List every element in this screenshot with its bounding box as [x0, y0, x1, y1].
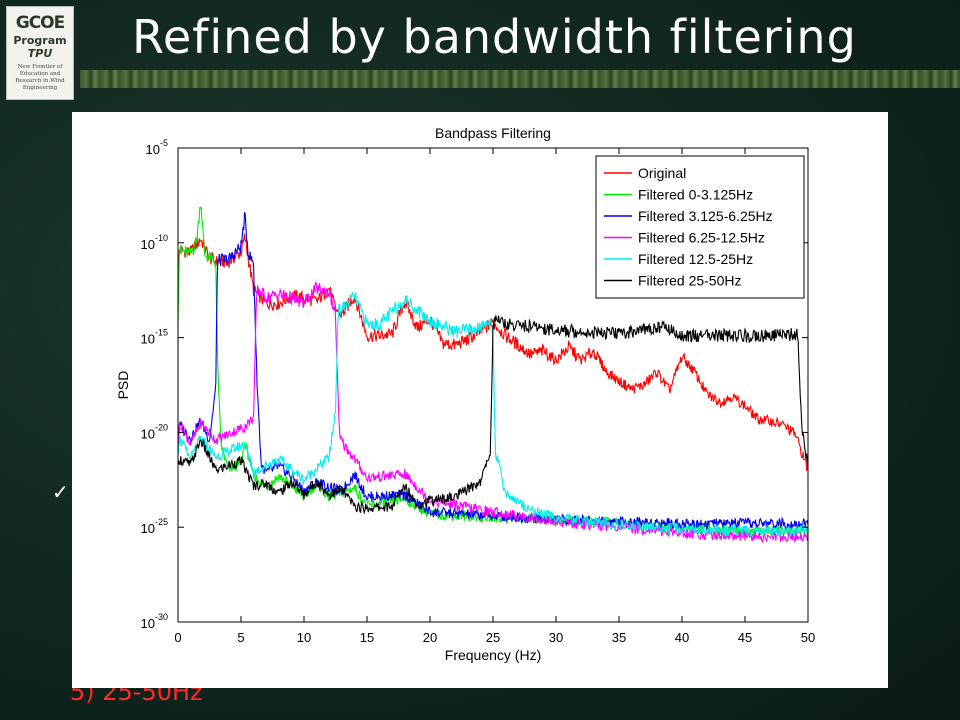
chart-title: Bandpass Filtering [435, 125, 551, 141]
logo-line-3: TPU [27, 47, 53, 60]
x-tick-label-9: 45 [738, 630, 752, 645]
title-decorative-band [80, 70, 960, 88]
x-tick-label-6: 30 [549, 630, 563, 645]
series-lines [178, 206, 808, 544]
logo-line-1: GCOE [15, 13, 66, 33]
logo-line-2: Program [13, 34, 67, 47]
legend-label-0: Original [638, 165, 686, 181]
legend-label-4: Filtered 12.5-25Hz [638, 251, 753, 267]
x-tick-label-10: 50 [801, 630, 815, 645]
x-tick-label-7: 35 [612, 630, 626, 645]
y-axis-label: PSD [115, 371, 131, 400]
check-icon: ✓ [52, 480, 69, 504]
legend-label-2: Filtered 3.125-6.25Hz [638, 208, 773, 224]
legend-label-5: Filtered 25-50Hz [638, 273, 742, 289]
y-tick-label-1: 10-10 [141, 233, 168, 252]
legend-label-1: Filtered 0-3.125Hz [638, 187, 753, 203]
legend-box [595, 155, 805, 299]
gcoe-logo: GCOE Program TPU New Frontier of Educati… [6, 6, 74, 100]
x-tick-label-1: 5 [237, 630, 244, 645]
y-tick-label-0: 10-5 [146, 138, 168, 157]
series-line-0 [178, 233, 808, 472]
x-tick-label-5: 25 [486, 630, 500, 645]
y-tick-label-4: 10-25 [141, 517, 168, 536]
legend-label-3: Filtered 6.25-12.5Hz [638, 230, 765, 246]
bandpass-chart: Bandpass Filtering 0 5 10 15 20 25 30 35 40 45 50 10… [115, 125, 815, 663]
series-line-5 [178, 315, 808, 515]
chart-figure: Bandpass Filtering 0 5 10 15 20 25 30 35 40 45 50 10… [72, 112, 888, 688]
x-axis-label: Frequency (Hz) [445, 647, 541, 663]
x-tick-label-0: 0 [174, 630, 181, 645]
slide-title: Refined by bandwidth filtering [132, 10, 857, 64]
x-tick-label-8: 40 [675, 630, 689, 645]
y-tick-label-5: 10-30 [141, 612, 168, 631]
series-line-3 [178, 281, 808, 544]
logo-tagline: New Frontier of Education and Research i… [15, 64, 65, 91]
x-tick-label-3: 15 [360, 630, 374, 645]
y-tick-label-3: 10-20 [141, 422, 168, 441]
x-tick-label-4: 20 [423, 630, 437, 645]
y-tick-label-2: 10-15 [141, 328, 168, 347]
x-tick-label-2: 10 [297, 630, 311, 645]
series-line-2 [178, 211, 808, 531]
